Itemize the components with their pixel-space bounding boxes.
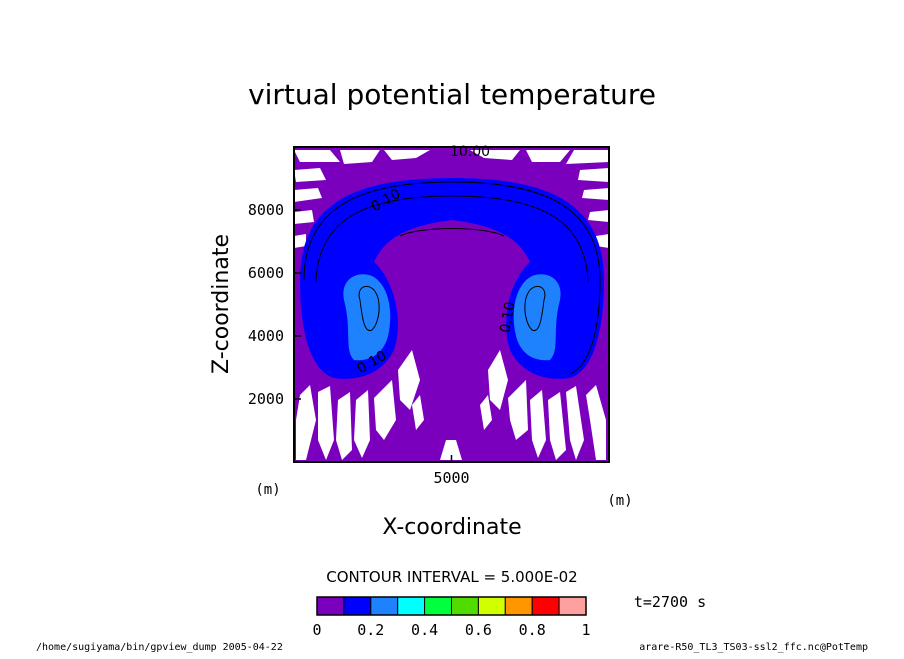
- x-axis-ticks: 5000: [433, 455, 470, 487]
- footer-left: /home/sugiyama/bin/gpview_dump 2005-04-2…: [36, 642, 283, 653]
- colorbar-tick-label: 0.2: [357, 621, 384, 639]
- colorbar-swatch: [397, 596, 426, 616]
- x-axis-title: X-coordinate: [382, 515, 521, 540]
- colorbar-swatch: [531, 596, 560, 616]
- colorbar-tick-label: 0.8: [519, 621, 546, 639]
- colorbar-tick-labels: 0 0.2 0.4 0.6 0.8 1: [312, 621, 590, 639]
- colorbar-swatch: [451, 596, 479, 616]
- colorbar-frame: [316, 596, 587, 616]
- colorbar: [316, 596, 587, 616]
- colorbar-swatch: [504, 596, 533, 616]
- white-band-regions: [294, 150, 609, 460]
- colorbar-swatch: [316, 596, 345, 616]
- left-vortex-core: [343, 274, 391, 361]
- y-tick-label: 8000: [248, 201, 284, 219]
- time-label: t=2700 s: [634, 593, 706, 611]
- contour-label-right: 0.10: [497, 301, 518, 334]
- colorbar-tick-label: 0.6: [465, 621, 492, 639]
- colorbar-swatch: [477, 596, 506, 616]
- contour-lines: [303, 181, 601, 375]
- y-axis-title: Z-coordinate: [209, 234, 234, 374]
- x-tick-label: 5000: [433, 469, 469, 487]
- colorbar-swatch: [558, 596, 587, 616]
- y-unit-label: (m): [255, 482, 280, 498]
- colorbar-swatch: [424, 596, 453, 616]
- x-unit-label: (m): [607, 493, 632, 509]
- colorbar-swatch: [370, 596, 399, 616]
- y-tick-label: 6000: [248, 264, 284, 282]
- colorbar-swatch: [343, 596, 372, 616]
- colorbar-tick-label: 1: [581, 621, 590, 639]
- plot-area: [294, 147, 609, 462]
- right-vortex-core: [513, 274, 561, 361]
- colorbar-tick-label: 0: [312, 621, 321, 639]
- colorbar-tick-label: 0.4: [411, 621, 438, 639]
- contour-interval-label: CONTOUR INTERVAL = 5.000E-02: [326, 568, 577, 586]
- y-tick-label: 4000: [248, 327, 284, 345]
- y-tick-label: 2000: [248, 390, 284, 408]
- footer-right: arare-R50_TL3_TS03-ssl2_ffc.nc@PotTemp: [639, 642, 868, 653]
- y-axis-ticks: 2000 4000 6000 8000: [248, 201, 301, 408]
- chart-title: virtual potential temperature: [248, 78, 656, 111]
